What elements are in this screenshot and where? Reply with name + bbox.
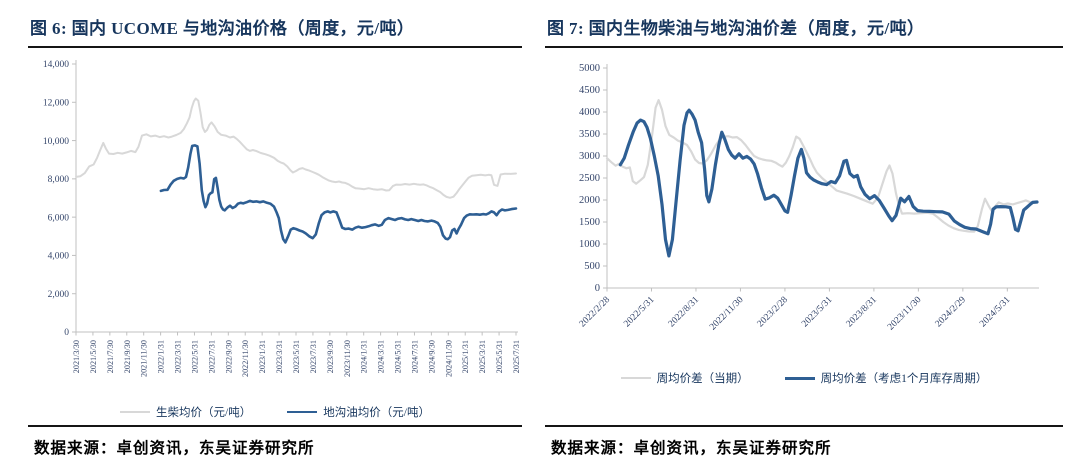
x-tick-label: 2024/11/30 — [444, 340, 453, 377]
figure-7: 图 7: 国内生物柴油与地沟油价差（周度，元/吨） 0 500 1000 1500 20… — [545, 10, 1063, 458]
x-tick-label: 2022/8/31 — [667, 295, 701, 329]
x-tick-label: 2021/11/30 — [140, 340, 149, 377]
x-tick-label: 2022/3/31 — [174, 340, 183, 373]
y-tick-label: 3500 — [579, 129, 600, 140]
x-tick-label: 2023/2/28 — [756, 295, 790, 329]
data-source-text: 卓创资讯，东吴证券研究所 — [116, 440, 315, 457]
y-tick-label: 0 — [595, 283, 600, 294]
y-tick-label: 2500 — [579, 173, 600, 184]
axes: 0 500 1000 1500 2000 2500 3000 3500 4000 4500 5000… — [578, 63, 1039, 332]
x-tick-label: 2021/5/30 — [89, 340, 98, 373]
y-tick-label: 3000 — [579, 151, 600, 162]
x-tick-label: 2023/11/30 — [343, 340, 352, 377]
x-tick-label: 2025/7/31 — [512, 340, 521, 373]
figure-title: 图 7: 国内生物柴油与地沟油价差（周度，元/吨） — [547, 19, 925, 38]
x-tick-label: 2024/5/31 — [394, 340, 403, 373]
y-tick-label: 5000 — [579, 63, 600, 74]
figure-footer: 数据来源：卓创资讯，东吴证券研究所 — [28, 425, 522, 458]
x-tick-label: 2024/7/31 — [410, 340, 419, 373]
x-tick-label: 2023/5/31 — [800, 295, 834, 329]
legend-item: 地沟油均价（元/吨） — [287, 404, 430, 420]
footer-rule — [545, 425, 1063, 427]
ucome-price-line-chart: 0 2,000 4,000 6,000 8,000 10,000 12,000 14,000 2… — [43, 60, 521, 377]
axes: 0 2,000 4,000 6,000 8,000 10,000 12,000 14,000 2… — [43, 60, 521, 377]
chart-legend: 周均价差（当期） 周均价差（考虑1个月库存周期） — [545, 370, 1063, 386]
x-tick-label: 2025/1/31 — [461, 340, 470, 373]
y-tick-label: 2000 — [579, 195, 600, 206]
y-tick-label: 1000 — [579, 239, 600, 250]
y-tick-label: 12,000 — [43, 98, 69, 108]
x-tick-label: 2024/3/31 — [377, 340, 386, 373]
title-rule — [545, 46, 1063, 48]
legend-label: 地沟油均价（元/吨） — [323, 407, 430, 419]
data-source-label: 数据来源： — [551, 440, 634, 457]
legend-label: 周均价差（考虑1个月库存周期） — [820, 373, 988, 385]
y-tick-label: 2,000 — [48, 290, 70, 300]
x-tick-label: 2025/3/31 — [478, 340, 487, 373]
x-tick-label: 2022/5/31 — [622, 295, 656, 329]
x-tick-label: 2024/5/31 — [978, 295, 1012, 329]
data-source-label: 数据来源： — [34, 440, 117, 457]
x-tick-label: 2024/2/29 — [934, 295, 968, 329]
y-tick-label: 0 — [64, 328, 69, 338]
y-tick-label: 4000 — [579, 107, 600, 118]
x-tick-label: 2022/9/30 — [224, 340, 233, 373]
x-tick-label: 2023/9/30 — [326, 340, 335, 373]
x-tick-label: 2022/1/31 — [157, 340, 166, 373]
x-tick-label: 2023/1/31 — [258, 340, 267, 373]
title-rule — [28, 46, 522, 48]
x-tick-label: 2024/1/31 — [360, 340, 369, 373]
x-tick-label: 2021/9/30 — [123, 340, 132, 373]
x-tick-label: 2022/5/31 — [190, 340, 199, 373]
data-source: 数据来源：卓创资讯，东吴证券研究所 — [28, 427, 522, 458]
x-tick-label: 2023/7/31 — [309, 340, 318, 373]
legend-label: 周均价差（当期） — [656, 373, 749, 385]
x-tick-label: 2025/5/31 — [495, 340, 504, 373]
x-tick-label: 2023/3/31 — [275, 340, 284, 373]
legend-line-swatch-gray — [120, 411, 151, 413]
x-tick-label: 2023/8/31 — [845, 295, 879, 329]
series-line-0 — [605, 99, 1039, 233]
y-tick-label: 14,000 — [43, 60, 69, 70]
figure-footer: 数据来源：卓创资讯，东吴证券研究所 — [545, 425, 1063, 458]
x-tick-label: 2023/11/30 — [886, 295, 924, 333]
y-tick-label: 4,000 — [48, 252, 70, 262]
data-source: 数据来源：卓创资讯，东吴证券研究所 — [545, 427, 1063, 458]
legend-item: 周均价差（考虑1个月库存周期） — [784, 370, 988, 386]
legend-line-swatch-blue — [784, 376, 815, 380]
legend-label: 生柴均价（元/吨） — [156, 407, 252, 419]
y-tick-label: 8,000 — [48, 175, 70, 185]
series-line-0 — [75, 97, 517, 199]
ucome-price-chart-wrap: 0 2,000 4,000 6,000 8,000 10,000 12,000 14,000 2… — [28, 54, 522, 400]
legend-line-swatch-gray — [620, 376, 651, 380]
y-tick-label: 6,000 — [48, 213, 70, 223]
x-tick-label: 2021/3/30 — [72, 340, 81, 373]
x-tick-label: 2024/9/30 — [427, 340, 436, 373]
data-source-text: 卓创资讯，东吴证券研究所 — [633, 440, 832, 457]
x-tick-label: 2022/11/30 — [241, 340, 250, 377]
legend-line-swatch-blue — [287, 410, 318, 414]
legend-item: 生柴均价（元/吨） — [120, 404, 251, 420]
x-tick-label: 2022/11/30 — [708, 295, 746, 333]
x-tick-label: 2023/5/31 — [292, 340, 301, 373]
chart-legend: 生柴均价（元/吨） 地沟油均价（元/吨） — [28, 404, 522, 420]
spread-line-chart: 0 500 1000 1500 2000 2500 3000 3500 4000 4500 5000… — [578, 63, 1039, 332]
y-tick-label: 500 — [584, 261, 600, 272]
y-tick-label: 10,000 — [43, 137, 69, 147]
spread-chart-wrap: 0 500 1000 1500 2000 2500 3000 3500 4000 4500 5000… — [545, 54, 1063, 354]
x-tick-label: 2022/2/28 — [578, 295, 612, 329]
footer-rule — [28, 425, 522, 427]
series-line-1 — [618, 108, 1039, 258]
y-tick-label: 4500 — [579, 85, 600, 96]
x-tick-label: 2022/7/31 — [207, 340, 216, 373]
x-tick-label: 2021/7/30 — [106, 340, 115, 373]
series-line-1 — [159, 144, 518, 244]
legend-item: 周均价差（当期） — [620, 370, 749, 386]
figure-title: 图 6: 国内 UCOME 与地沟油价格（周度，元/吨） — [30, 19, 415, 38]
y-tick-label: 1500 — [579, 217, 600, 228]
figure-6: 图 6: 国内 UCOME 与地沟油价格（周度，元/吨） 0 2,000 4,000… — [28, 10, 522, 458]
